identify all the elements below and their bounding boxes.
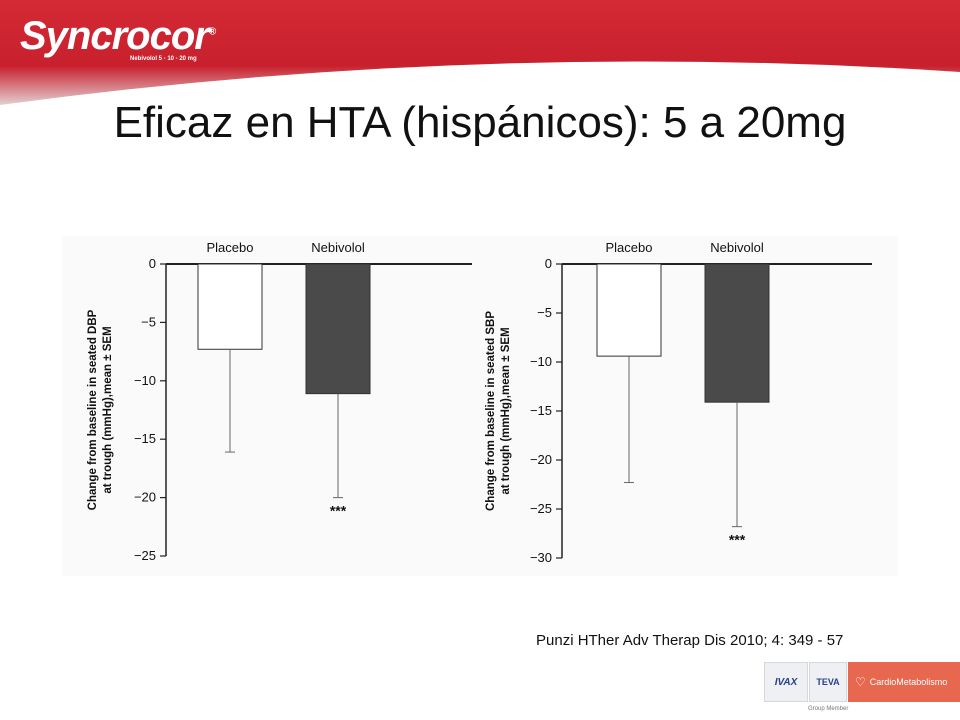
footer-logos: IVAX TEVA ♡ CardioMetabolismo Group Memb… xyxy=(764,662,960,720)
brand-logo: Syncrocor® xyxy=(20,14,216,58)
cardiometabolismo-logo: ♡ CardioMetabolismo xyxy=(848,662,960,702)
bar-placebo xyxy=(197,263,263,350)
charts-svg: 0 −5 −10 −15 −20 −25 Change from baseline in s… xyxy=(87,240,872,565)
significance-annotation: *** xyxy=(729,532,746,548)
slide-title: Eficaz en HTA (hispánicos): 5 a 20mg xyxy=(113,98,847,147)
category-label: Placebo xyxy=(606,240,653,255)
y-tick-label: 0 xyxy=(545,256,552,271)
category-label: Placebo xyxy=(207,240,254,255)
y-tick-label: −25 xyxy=(134,548,156,563)
y-axis-label: at trough (mmHg),mean ± SEM xyxy=(102,326,114,493)
y-axis-label: Change from baseline in seated DBP xyxy=(87,309,99,510)
y-tick-label: 0 xyxy=(149,256,156,271)
y-axis-label: Change from baseline in seated SBP xyxy=(485,311,497,511)
y-tick-label: −15 xyxy=(530,403,552,418)
significance-annotation: *** xyxy=(330,503,347,519)
chart-panel: 0 −5 −10 −15 −20 −25 Change from baseline in s… xyxy=(62,236,898,576)
y-tick-label: −30 xyxy=(530,550,552,565)
bar-nebivolol xyxy=(305,263,371,395)
header-curve xyxy=(0,61,960,120)
group-member-label: Group Member xyxy=(808,706,849,712)
category-label: Nebivolol xyxy=(311,240,365,255)
citation: Punzi HTher Adv Therap Dis 2010; 4: 349 … xyxy=(536,632,844,649)
cardiometabolismo-label: CardioMetabolismo xyxy=(869,677,948,687)
y-tick-label: −10 xyxy=(530,354,552,369)
y-tick-label: −20 xyxy=(530,452,552,467)
bar-placebo xyxy=(596,263,662,357)
y-tick-label: −15 xyxy=(134,431,156,446)
chart-1: 0 −5 −10 −15 −20 −25 Change from baseline in s… xyxy=(87,240,472,563)
y-tick-label: −10 xyxy=(134,373,156,388)
heart-icon: ♡ xyxy=(855,675,866,689)
chart-2: 0 −5 −10 −15 −20 −25 −30 Change from baseline i… xyxy=(485,240,872,565)
y-axis-label: at trough (mmHg),mean ± SEM xyxy=(500,327,512,494)
brand-subtitle: Nebivolol 5 - 10 - 20 mg xyxy=(130,56,197,62)
y-tick-label: −25 xyxy=(530,501,552,516)
ivax-logo: IVAX xyxy=(764,662,808,702)
y-tick-label: −5 xyxy=(537,305,552,320)
category-label: Nebivolol xyxy=(710,240,764,255)
bar-nebivolol xyxy=(704,263,770,403)
y-tick-label: −20 xyxy=(134,490,156,505)
y-tick-label: −5 xyxy=(141,314,156,329)
teva-logo: TEVA xyxy=(809,662,847,702)
